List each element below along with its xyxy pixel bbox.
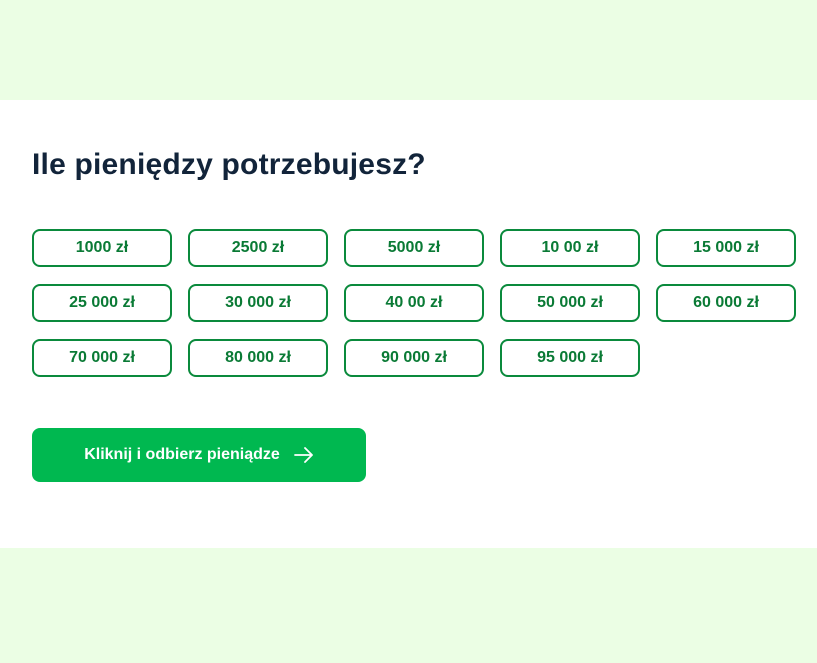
amount-option[interactable]: 95 000 zł — [500, 339, 640, 377]
amount-option[interactable]: 60 000 zł — [656, 284, 796, 322]
amount-option[interactable]: 70 000 zł — [32, 339, 172, 377]
amount-option[interactable]: 40 00 zł — [344, 284, 484, 322]
amount-option[interactable]: 90 000 zł — [344, 339, 484, 377]
amount-option[interactable]: 10 00 zł — [500, 229, 640, 267]
amount-options: 1000 zł 2500 zł 5000 zł 10 00 zł 15 000 … — [32, 229, 796, 377]
claim-money-button[interactable]: Kliknij i odbierz pieniądze — [32, 428, 366, 482]
amount-option[interactable]: 2500 zł — [188, 229, 328, 267]
amount-option[interactable]: 15 000 zł — [656, 229, 796, 267]
amount-option[interactable]: 25 000 zł — [32, 284, 172, 322]
amount-option[interactable]: 80 000 zł — [188, 339, 328, 377]
amount-option[interactable]: 1000 zł — [32, 229, 172, 267]
amount-option[interactable]: 5000 zł — [344, 229, 484, 267]
amount-option[interactable]: 50 000 zł — [500, 284, 640, 322]
top-band — [0, 0, 817, 100]
arrow-right-icon — [293, 447, 314, 463]
amount-option[interactable]: 30 000 zł — [188, 284, 328, 322]
page-title: Ile pieniędzy potrzebujesz? — [32, 148, 426, 181]
claim-money-label: Kliknij i odbierz pieniądze — [84, 446, 280, 463]
